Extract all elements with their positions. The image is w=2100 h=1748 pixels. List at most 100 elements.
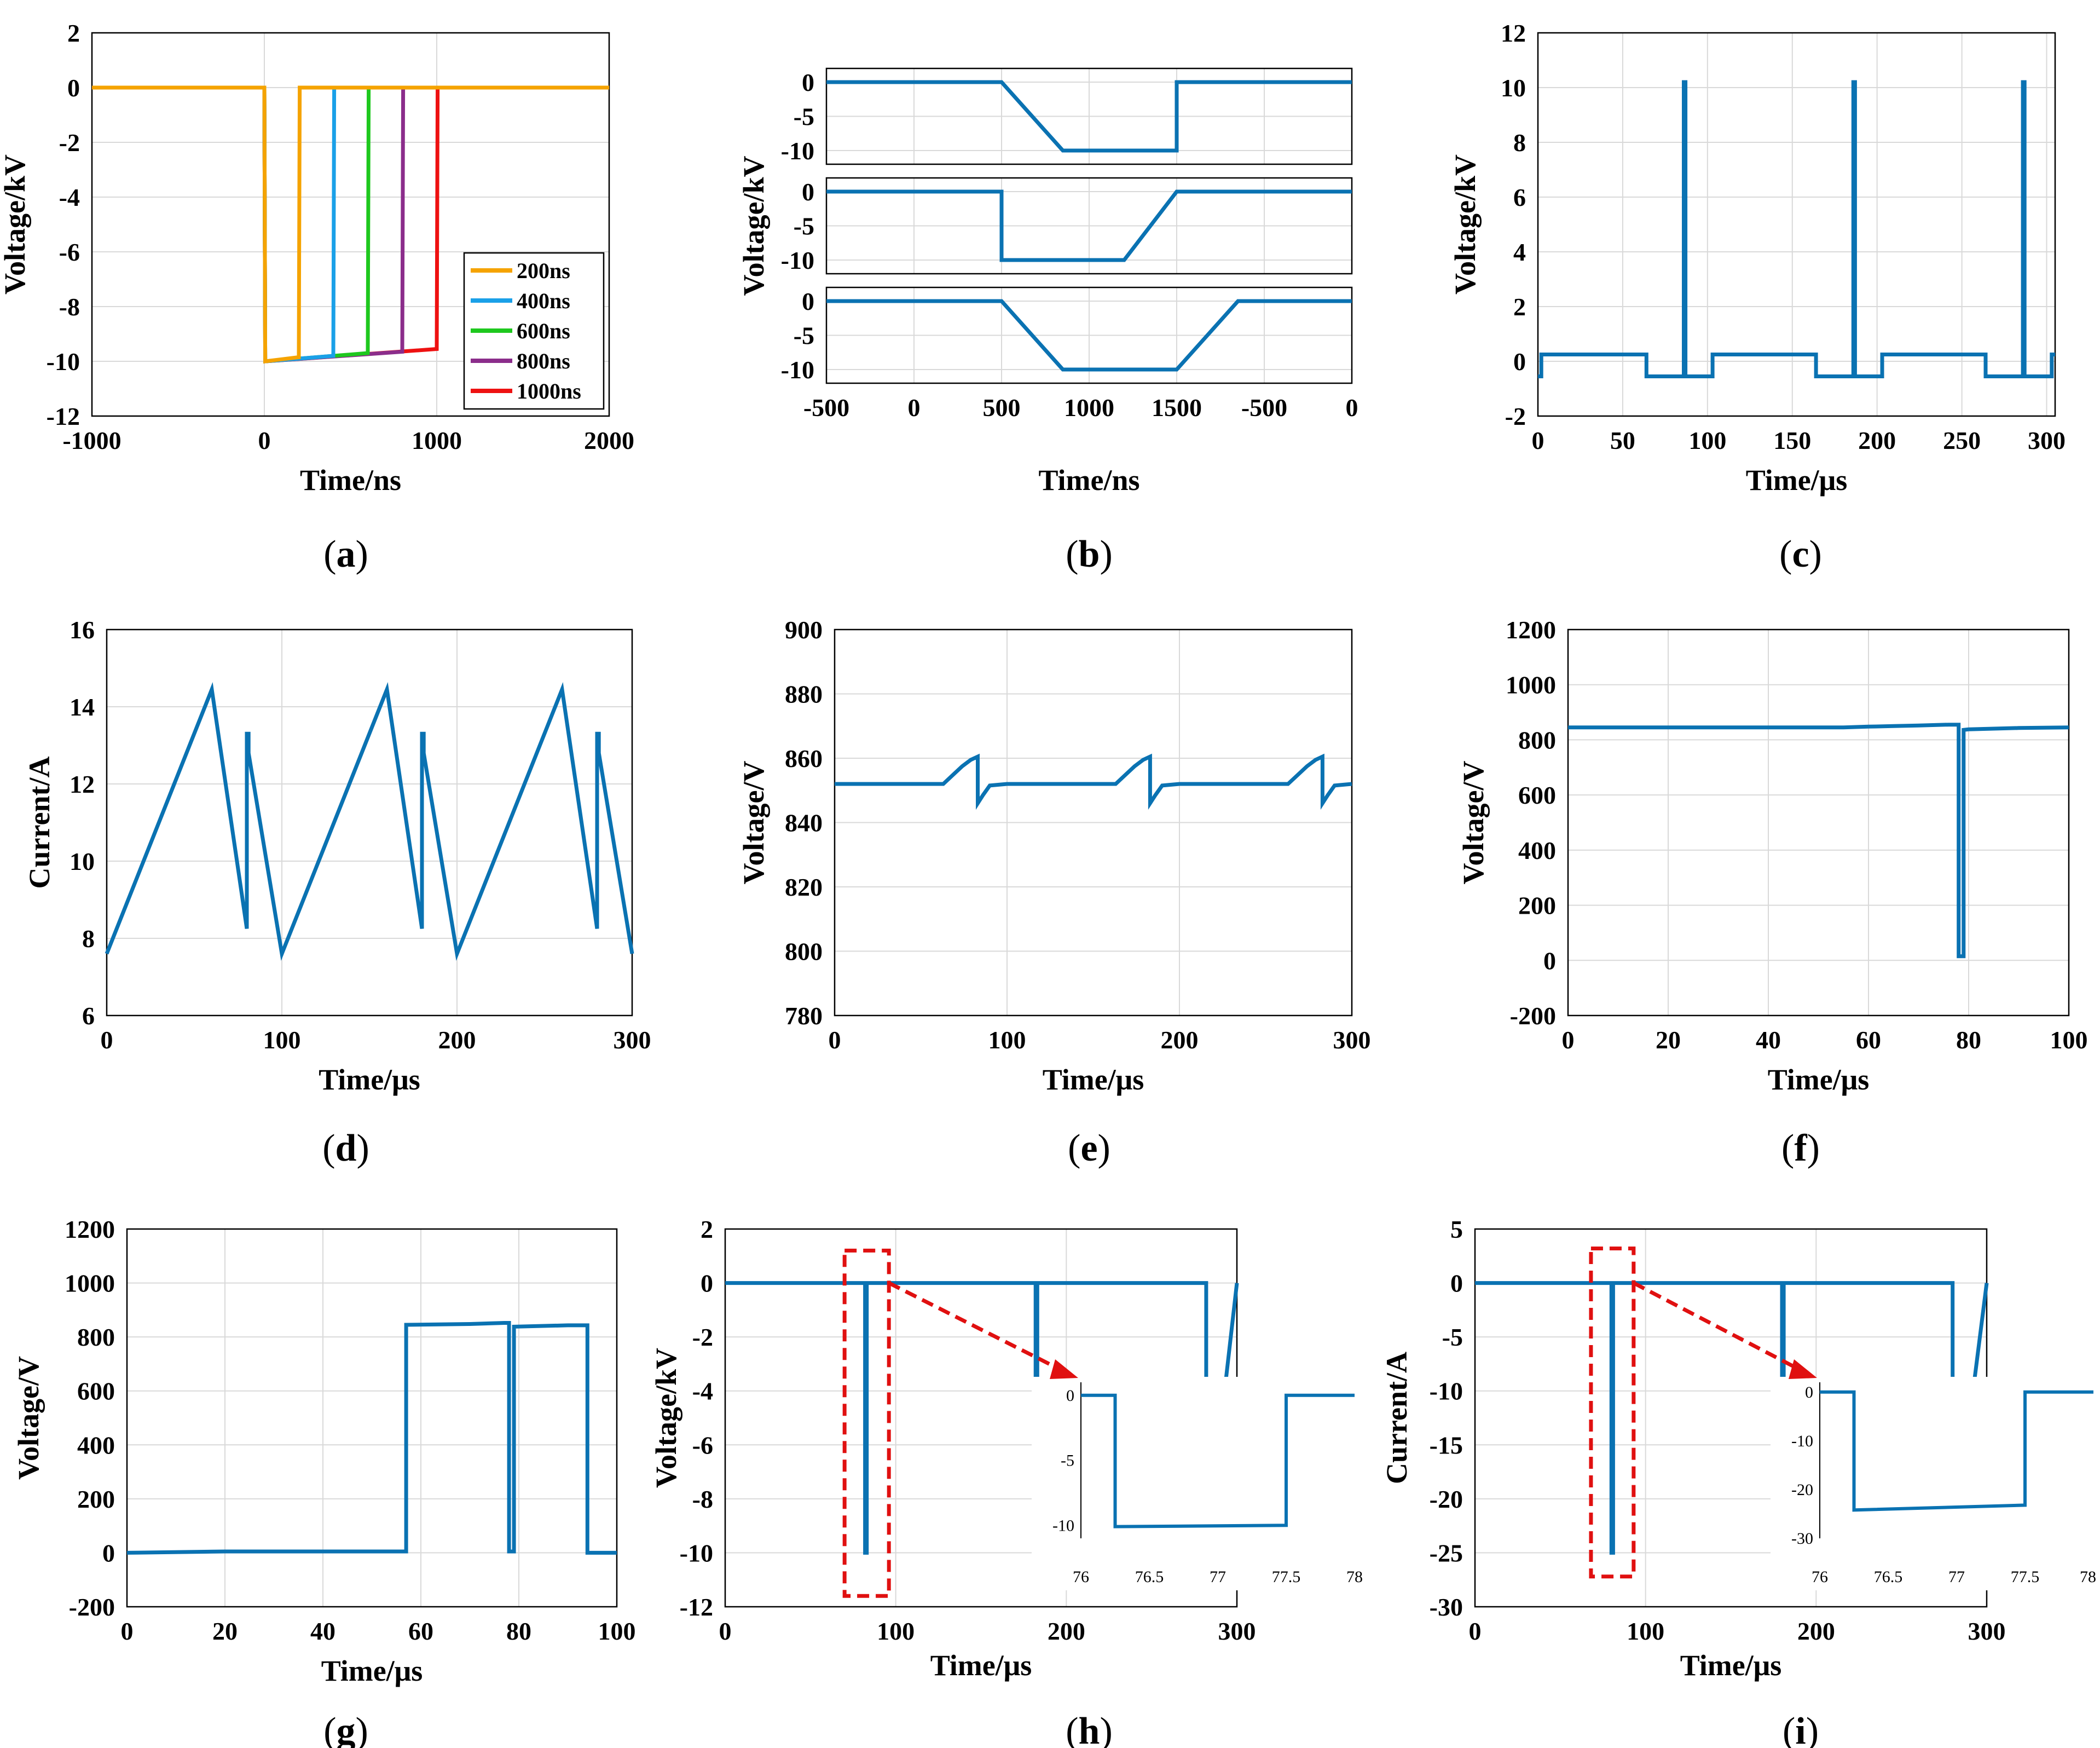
series-line xyxy=(835,753,1352,810)
panel-c: 0 50 100 150 200 250 300-2024681012Time/μsVolt… xyxy=(1449,19,2066,575)
y-tick-label: 800 xyxy=(1518,726,1556,754)
y-tick-label: -5 xyxy=(794,322,814,350)
panel-f: 0 20 40 60 80 100-200020040060080010001200Tim… xyxy=(1457,616,2088,1169)
panel-a: -1000 0 1000 2000 -12 -10 -8 -6 -4 -2 0 2 Time/ns Vol… xyxy=(0,19,634,575)
x-axis-label: Time/μs xyxy=(1746,464,1848,497)
y-axis-label: Voltage/V xyxy=(1457,761,1490,885)
x-tick-label: 0 xyxy=(908,394,921,422)
series-line xyxy=(826,80,1352,153)
y-tick-label: -5 xyxy=(794,212,814,240)
y-tick-label: 2 xyxy=(701,1215,713,1243)
x-tick-label: 200 xyxy=(1858,426,1896,454)
panel-label: (a) xyxy=(323,533,368,575)
inset-x-tick-label: 77 xyxy=(1210,1568,1226,1586)
inset-series-line xyxy=(1820,1390,2093,1512)
x-tick-label: 40 xyxy=(1756,1026,1781,1054)
panel-label-open: ( xyxy=(322,1127,335,1169)
inset-x-tick-label: 76.5 xyxy=(1135,1568,1164,1586)
series-line-200ns xyxy=(92,85,609,364)
series-line xyxy=(105,682,634,961)
y-tick-label: -2 xyxy=(59,129,80,157)
y-tick-label: -8 xyxy=(59,293,80,321)
panel-label-close: ) xyxy=(356,1127,369,1169)
panel-label: (i) xyxy=(1783,1710,1819,1748)
y-tick-label: -200 xyxy=(1510,1002,1556,1030)
legend-entry: 200ns xyxy=(517,258,570,283)
panel-label: (c) xyxy=(1779,533,1822,575)
panel-label-letter: f xyxy=(1794,1127,1807,1169)
x-tick-label: 0 xyxy=(1469,1617,1482,1645)
y-tick-label: 0 xyxy=(1513,348,1526,376)
panel-label-open: ( xyxy=(1779,533,1792,575)
x-tick-label: 1500 xyxy=(1152,394,1202,422)
y-tick-label: 0 xyxy=(701,1270,713,1297)
y-tick-label: 860 xyxy=(785,745,823,772)
panel-label-open: ( xyxy=(1783,1710,1795,1748)
panel-e: 0 100 200 300 780 800 820 840 860 880 900 Time/μs Vo… xyxy=(737,616,1371,1169)
x-tick-label: 100 xyxy=(1627,1617,1664,1645)
series-line xyxy=(126,1321,617,1555)
x-tick-label: 300 xyxy=(1968,1617,2006,1645)
y-tick-label: 5 xyxy=(1450,1215,1463,1243)
y-tick-label: 1000 xyxy=(65,1270,115,1297)
panel-label: (d) xyxy=(322,1127,369,1169)
axes-frame xyxy=(1537,32,2056,417)
y-tick-label: 10 xyxy=(70,847,95,875)
zoom-arrow-line xyxy=(888,1281,1069,1376)
inset-y-tick-label: -5 xyxy=(1061,1452,1074,1470)
y-tick-label: 0 xyxy=(67,74,80,102)
legend-entry: 600ns xyxy=(517,319,570,343)
panel-label-close: ) xyxy=(1100,533,1112,575)
y-axis-label: Voltage/kV xyxy=(650,1348,682,1488)
y-tick-label: 12 xyxy=(1501,19,1526,47)
y-tick-label: -10 xyxy=(47,348,80,376)
y-tick-label: 14 xyxy=(70,693,95,721)
y-tick-label: 880 xyxy=(785,680,823,708)
panel-label-open: ( xyxy=(1068,1127,1080,1169)
axes-frame xyxy=(1567,628,2070,1017)
panel-label-open: ( xyxy=(1066,533,1078,575)
y-tick-label: 0 xyxy=(802,287,814,315)
x-tick-label: 100 xyxy=(598,1617,636,1645)
y-tick-label: 0 xyxy=(1450,1270,1463,1297)
x-tick-label: -1000 xyxy=(62,426,121,454)
y-tick-label: 400 xyxy=(77,1431,115,1459)
inset-x-tick-label: 76 xyxy=(1812,1568,1828,1586)
x-axis-label: Time/ns xyxy=(1038,464,1139,497)
x-tick-label: 300 xyxy=(1333,1026,1371,1054)
y-tick-label: 16 xyxy=(70,616,95,644)
x-tick-label: 0 xyxy=(101,1026,113,1054)
panel-label-open: ( xyxy=(1066,1710,1078,1748)
y-axis-label: Voltage/kV xyxy=(0,154,31,295)
y-tick-label: 200 xyxy=(77,1485,115,1513)
y-tick-label: -8 xyxy=(692,1485,713,1513)
panel-label-letter: e xyxy=(1080,1127,1097,1169)
panel-label-open: ( xyxy=(323,1710,336,1748)
x-axis-label: Time/μs xyxy=(319,1063,420,1096)
x-axis-label: Time/ns xyxy=(300,464,401,497)
y-tick-label: 840 xyxy=(785,809,823,837)
panel-h: 0 100 200 300 -12 -10 -8 -6 -4 -2 0 2 Time/μs Voltage… xyxy=(650,1215,1371,1748)
x-tick-label: 100 xyxy=(263,1026,301,1054)
x-tick-label: 0 xyxy=(829,1026,841,1054)
x-tick-label: 200 xyxy=(1161,1026,1199,1054)
axes-frame xyxy=(91,32,610,417)
panel-b: 0 -5 -10 0 -5 -10 0 -5 -10 -500 0 500 1000 1500 -500 0 T… xyxy=(737,67,1358,575)
x-tick-label: 300 xyxy=(2028,426,2066,454)
panel-label-letter: d xyxy=(335,1127,357,1169)
x-tick-label: 100 xyxy=(1688,426,1726,454)
x-tick-label: -500 xyxy=(1241,394,1287,422)
panel-label-close: ) xyxy=(1809,533,1822,575)
y-tick-label: 900 xyxy=(785,616,823,644)
x-tick-label: 0 xyxy=(258,426,271,454)
y-tick-label: 8 xyxy=(1513,129,1526,157)
x-tick-label: 60 xyxy=(1856,1026,1881,1054)
y-tick-label: -6 xyxy=(59,238,80,266)
axes-frame xyxy=(126,1228,618,1608)
y-tick-label: 1200 xyxy=(1506,616,1556,644)
y-tick-label: -10 xyxy=(680,1539,713,1567)
y-tick-label: 400 xyxy=(1518,836,1556,864)
y-tick-label: -2 xyxy=(692,1323,713,1351)
panel-label: (h) xyxy=(1066,1710,1113,1748)
x-tick-label: 250 xyxy=(1943,426,1981,454)
